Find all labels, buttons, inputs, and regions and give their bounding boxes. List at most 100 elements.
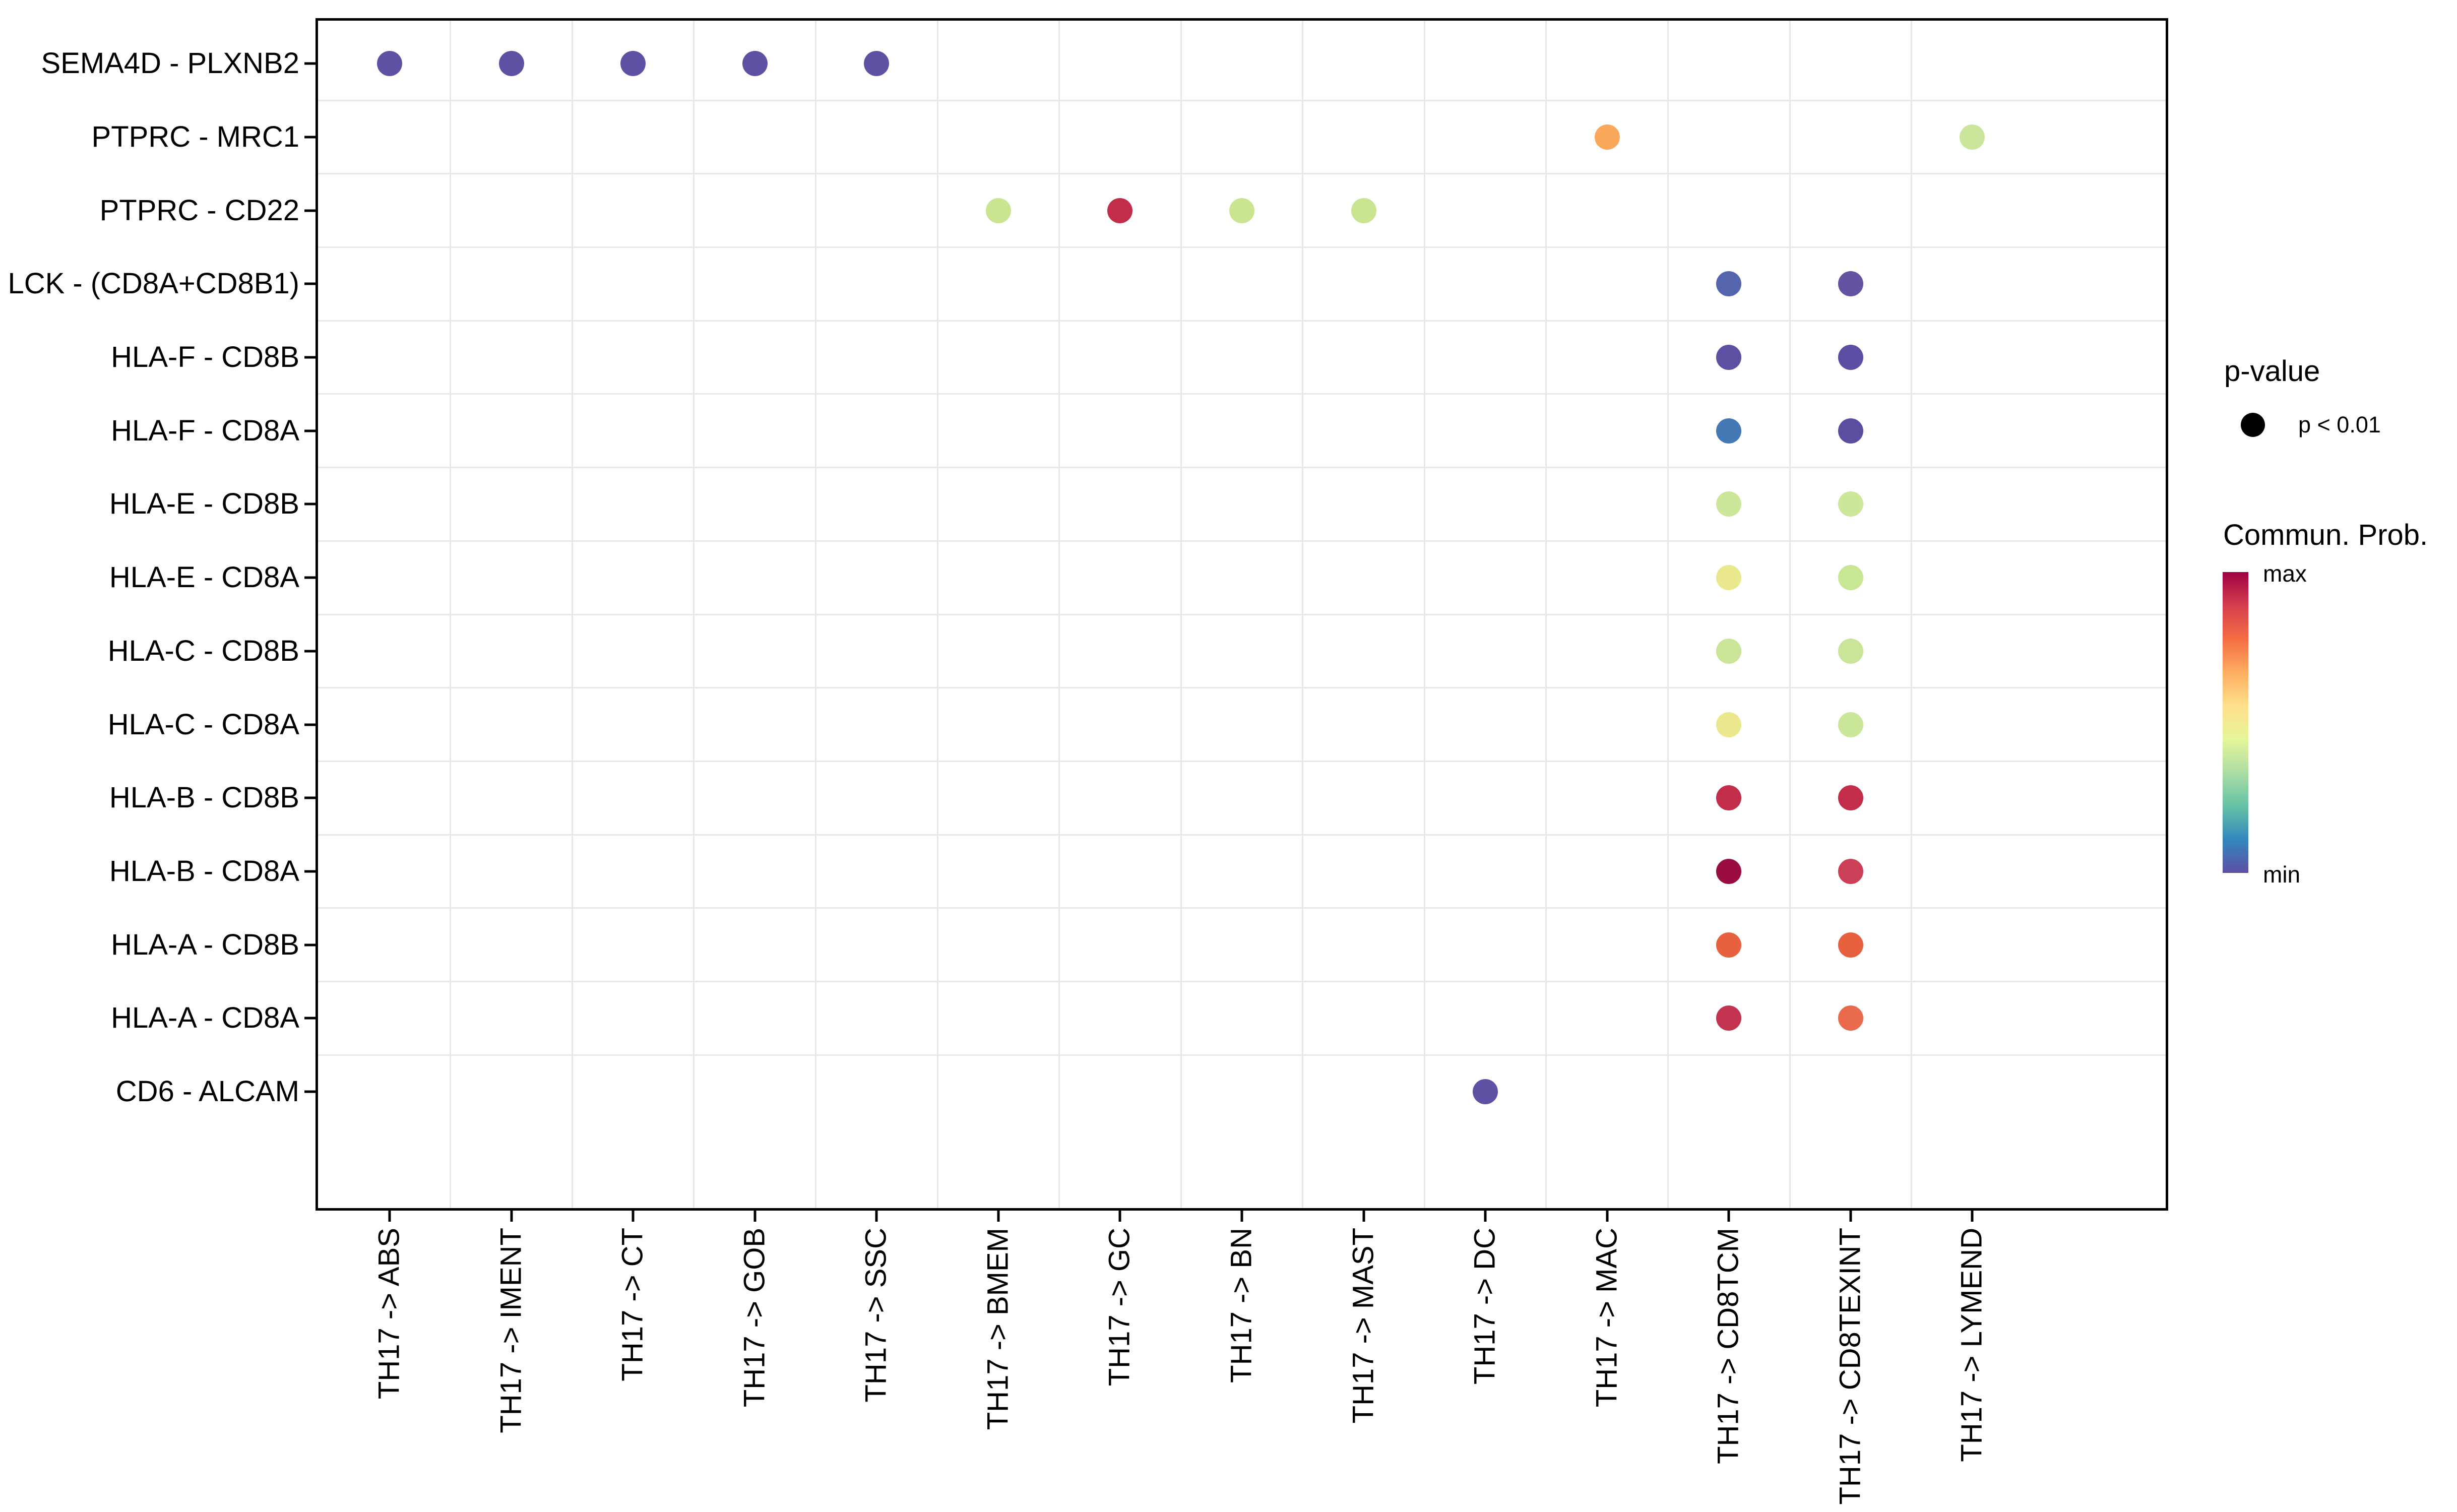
data-dot xyxy=(1716,1005,1742,1031)
pvalue-dot-icon xyxy=(2241,413,2265,437)
data-dot xyxy=(1351,198,1376,223)
x-axis-label: TH17 -> DC xyxy=(1468,1228,1501,1385)
x-tick xyxy=(753,1210,757,1222)
pvalue-legend-title: p-value xyxy=(2224,355,2320,388)
y-axis-label: HLA-B - CD8A xyxy=(109,854,299,888)
x-tick xyxy=(510,1210,513,1222)
data-dot xyxy=(1716,638,1742,664)
x-tick xyxy=(997,1210,1000,1222)
x-tick xyxy=(1971,1210,1974,1222)
y-tick xyxy=(304,1017,317,1020)
y-axis-label: HLA-E - CD8A xyxy=(109,561,299,594)
data-dot xyxy=(742,51,768,77)
y-axis-label: HLA-B - CD8B xyxy=(109,781,299,814)
x-axis-label: TH17 -> GC xyxy=(1103,1228,1137,1387)
y-axis-label: HLA-C - CD8B xyxy=(107,634,299,667)
data-dot xyxy=(1838,345,1863,370)
y-tick xyxy=(304,943,317,947)
y-tick xyxy=(304,650,317,653)
gridline-horizontal xyxy=(317,907,2167,909)
gridline-horizontal xyxy=(317,393,2167,395)
data-dot xyxy=(1594,124,1620,150)
x-tick xyxy=(1118,1210,1121,1222)
x-axis-label: TH17 -> GOB xyxy=(738,1228,771,1408)
x-axis-label: TH17 -> SSC xyxy=(859,1228,893,1403)
data-dot xyxy=(1838,858,1863,884)
y-axis-label: LCK - (CD8A+CD8B1) xyxy=(8,267,299,300)
data-dot xyxy=(1716,418,1742,444)
x-axis-label: TH17 -> MAST xyxy=(1347,1228,1380,1424)
x-axis-label: TH17 -> LYMEND xyxy=(1956,1228,1989,1462)
colorbar-max-label: max xyxy=(2263,560,2307,587)
y-axis-label: CD6 - ALCAM xyxy=(115,1075,299,1108)
gridline-horizontal xyxy=(317,980,2167,982)
data-dot xyxy=(1716,491,1742,517)
data-dot xyxy=(1716,932,1742,958)
y-tick xyxy=(304,576,317,579)
data-dot xyxy=(1838,418,1863,444)
data-dot xyxy=(985,198,1011,223)
gridline-horizontal xyxy=(317,246,2167,248)
y-tick xyxy=(304,356,317,359)
y-tick xyxy=(304,209,317,212)
data-dot xyxy=(1716,712,1742,737)
y-axis-label: PTPRC - CD22 xyxy=(99,194,299,227)
y-tick xyxy=(304,62,317,65)
y-axis-label: PTPRC - MRC1 xyxy=(91,120,299,154)
x-axis-label: TH17 -> ABS xyxy=(372,1228,406,1400)
y-tick xyxy=(304,796,317,799)
y-axis-label: HLA-A - CD8B xyxy=(111,928,299,961)
data-dot xyxy=(1838,1005,1863,1031)
data-dot xyxy=(620,51,646,77)
y-axis-label: HLA-C - CD8A xyxy=(107,708,299,741)
x-tick xyxy=(1606,1210,1609,1222)
gridline-horizontal xyxy=(317,320,2167,322)
data-dot xyxy=(1107,198,1133,223)
y-axis-label: HLA-A - CD8A xyxy=(111,1001,299,1035)
data-dot xyxy=(1960,124,1985,150)
pvalue-entry-label: p < 0.01 xyxy=(2298,412,2381,437)
colorbar-min-label: min xyxy=(2263,861,2301,888)
x-axis-label: TH17 -> IMENT xyxy=(494,1228,528,1433)
y-axis-label: SEMA4D - PLXNB2 xyxy=(41,47,299,80)
data-dot xyxy=(498,51,524,77)
x-axis-label: TH17 -> BN xyxy=(1225,1228,1258,1383)
data-dot xyxy=(1716,565,1742,591)
x-tick xyxy=(1727,1210,1730,1222)
data-dot xyxy=(864,51,890,77)
gridline-horizontal xyxy=(317,99,2167,101)
gridline-horizontal xyxy=(317,613,2167,615)
y-tick xyxy=(304,282,317,285)
y-axis-label: HLA-F - CD8A xyxy=(111,414,299,447)
y-tick xyxy=(304,723,317,726)
x-tick xyxy=(1849,1210,1852,1222)
data-dot xyxy=(1716,271,1742,297)
y-tick xyxy=(304,429,317,432)
data-dot xyxy=(1838,712,1863,737)
gridline-horizontal xyxy=(317,687,2167,689)
y-axis-label: HLA-E - CD8B xyxy=(109,487,299,521)
x-axis-label: TH17 -> CD8TEXINT xyxy=(1834,1228,1867,1505)
y-tick xyxy=(304,870,317,873)
x-tick xyxy=(1362,1210,1365,1222)
y-tick xyxy=(304,136,317,139)
x-tick xyxy=(1240,1210,1243,1222)
data-dot xyxy=(1229,198,1254,223)
data-dot xyxy=(1838,932,1863,958)
x-tick xyxy=(875,1210,878,1222)
y-tick xyxy=(304,502,317,506)
y-axis-label: HLA-F - CD8B xyxy=(111,341,299,374)
data-dot xyxy=(1838,638,1863,664)
data-dot xyxy=(1838,565,1863,591)
gridline-horizontal xyxy=(317,1054,2167,1056)
data-dot xyxy=(1838,491,1863,517)
y-tick xyxy=(304,1090,317,1093)
gridline-horizontal xyxy=(317,173,2167,175)
gridline-horizontal xyxy=(317,834,2167,836)
data-dot xyxy=(376,51,402,77)
gridline-horizontal xyxy=(317,760,2167,762)
colorbar-gradient xyxy=(2223,572,2248,873)
x-axis-label: TH17 -> CT xyxy=(616,1228,649,1381)
x-tick xyxy=(388,1210,391,1222)
